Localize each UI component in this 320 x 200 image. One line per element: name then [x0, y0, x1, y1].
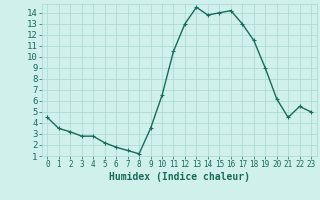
X-axis label: Humidex (Indice chaleur): Humidex (Indice chaleur) [109, 172, 250, 182]
